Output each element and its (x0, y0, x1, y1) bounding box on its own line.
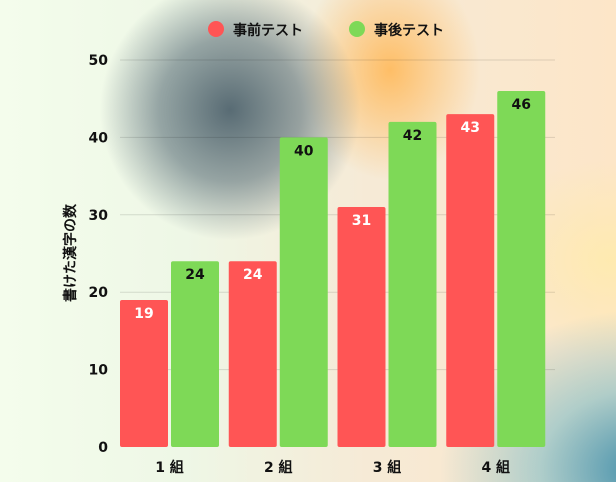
bar (228, 261, 277, 447)
x-tick-label: 3 組 (373, 459, 402, 476)
data-label: 43 (461, 120, 480, 136)
y-axis-ticks: 0 10 20 30 40 50 (89, 53, 109, 456)
y-axis-label: 書けた漢字の数 (62, 203, 79, 302)
x-axis-ticks: 1 組 2 組 3 組 4 組 (155, 459, 510, 476)
y-tick-label: 20 (89, 285, 109, 301)
bar (446, 114, 495, 448)
legend: 事前テスト 事後テスト (208, 21, 444, 39)
legend-marker (349, 21, 365, 37)
bar (337, 207, 386, 447)
legend-label: 事前テスト (233, 22, 303, 39)
x-tick-label: 4 組 (481, 459, 510, 476)
bar (497, 90, 546, 448)
data-label: 42 (403, 128, 422, 144)
legend-label: 事後テスト (374, 22, 444, 39)
data-label: 24 (243, 267, 263, 283)
data-label: 24 (185, 267, 205, 283)
data-label: 31 (352, 213, 371, 229)
bar (388, 121, 437, 448)
bar (171, 261, 219, 447)
x-tick-label: 2 組 (264, 459, 293, 476)
y-tick-label: 50 (89, 53, 109, 69)
bar (279, 137, 328, 447)
y-tick-label: 30 (89, 208, 109, 224)
y-tick-label: 0 (98, 440, 108, 456)
bars: 19 24 24 40 31 42 43 46 (120, 90, 546, 448)
data-label: 40 (294, 143, 314, 159)
y-tick-label: 10 (89, 363, 109, 379)
y-tick-label: 40 (89, 130, 109, 146)
data-label: 46 (512, 97, 531, 113)
legend-marker (208, 21, 224, 37)
x-tick-label: 1 組 (155, 459, 184, 476)
bar (120, 299, 168, 447)
data-label: 19 (134, 306, 153, 322)
